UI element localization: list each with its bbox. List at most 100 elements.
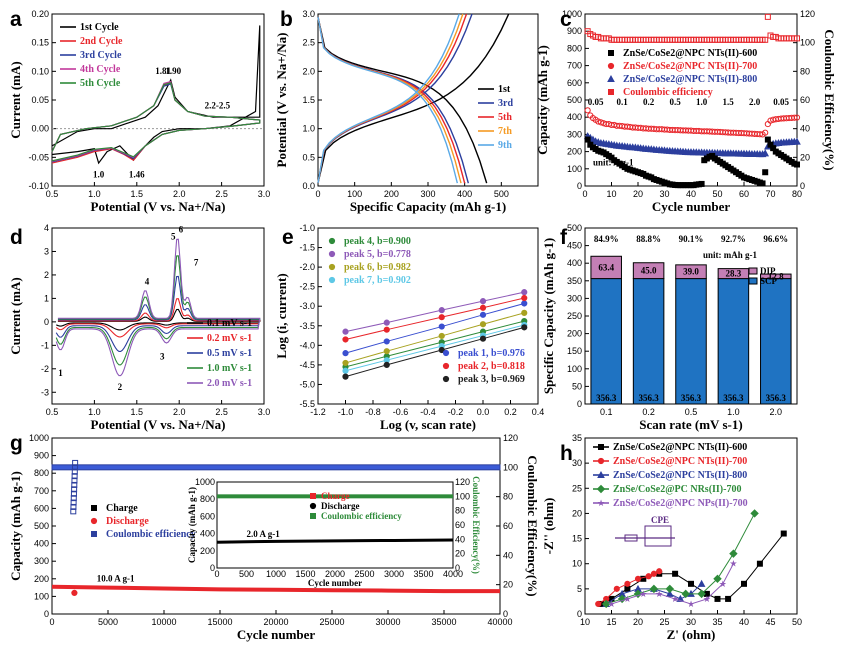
legend-marker: [91, 531, 97, 537]
y-tick-label: 400: [567, 112, 582, 122]
legend-label: 1st Cycle: [80, 22, 119, 33]
x-tick-label: 45: [765, 617, 775, 627]
y-tick-label: 350: [567, 276, 582, 286]
legend-label: SCP: [760, 276, 778, 286]
scp-value: 356.3: [638, 393, 659, 403]
y-tick-label: 300: [34, 556, 49, 566]
bar-scp: [675, 278, 707, 405]
eis-point: [697, 579, 706, 587]
x-axis-label: Cycle number: [652, 199, 731, 214]
inset-x-tick: 500: [239, 569, 254, 579]
x-tick-label: 60: [739, 189, 749, 199]
y-tick-label: 200: [567, 329, 582, 339]
log-point: [383, 338, 390, 345]
charge-curve-9th: [317, 13, 460, 184]
x-tick-label: -0.8: [365, 407, 381, 417]
legend-marker: [597, 470, 605, 478]
inset-legend-label: Charge: [321, 491, 350, 501]
y-axis-label: Current (mA): [8, 61, 23, 138]
eis-point: ★: [655, 589, 663, 599]
capacity-point: [761, 149, 770, 157]
x-tick-label: 0.5: [46, 407, 59, 417]
x-tick-label: 300: [420, 189, 435, 199]
eis-point: ★: [607, 599, 615, 609]
legend-label: peak 5, b=0.778: [344, 249, 411, 260]
x-axis-label: Scan rate (mV s-1): [639, 417, 742, 432]
y-tick-label: 500: [567, 223, 582, 233]
capacity-point: [794, 161, 800, 168]
eis-point: [634, 575, 642, 582]
inset-capacity: [216, 538, 454, 544]
x-tick-label: -0.4: [420, 407, 436, 417]
inset-x-tick: 1000: [266, 569, 286, 579]
peak-number: 7: [194, 258, 199, 268]
x-tick-label: -0.2: [448, 407, 464, 417]
inset-y2-tick: 80: [455, 506, 465, 516]
y-tick-label: -5.0: [299, 379, 315, 389]
ce-scatter: [71, 477, 78, 484]
inset-legend-marker: [310, 513, 316, 519]
legend-swatch-scp: [748, 277, 758, 285]
inset-y-tick: 400: [200, 529, 215, 539]
y-tick-label: 10: [572, 559, 582, 569]
y-tick-label: 600: [567, 78, 582, 88]
y-tick-label: 600: [34, 503, 49, 513]
y-tick-label: 2.0: [302, 66, 315, 76]
ce-scatter: [70, 495, 77, 502]
legend-label: 1.0 mV s-1: [207, 363, 252, 374]
panel-label: b: [280, 8, 293, 31]
x-tick-label: 2.5: [215, 407, 228, 417]
legend-marker: [596, 484, 606, 494]
inset-ce-band: [217, 494, 453, 499]
bar-dip: [590, 255, 622, 280]
rate-label: 1.5: [722, 97, 734, 107]
legend-label: 1st: [498, 84, 511, 95]
y-tick-label: 500: [567, 95, 582, 105]
y2-tick-label: 120: [503, 433, 518, 443]
eis-point: [741, 580, 747, 587]
eis-line: [611, 563, 734, 605]
y2-tick-label: 40: [503, 550, 513, 560]
x-tick-label: 200: [384, 189, 399, 199]
ce-scatter: [71, 481, 78, 488]
legend-label: ZnSe/CoSe2@NPC NTs(II)-800: [613, 470, 747, 481]
eis-point: [681, 589, 690, 599]
y2-tick-label: 60: [503, 521, 513, 531]
x-tick-label: 80: [792, 189, 802, 199]
y-axis-label: Current (mA): [8, 277, 23, 354]
eis-point: ★: [639, 589, 647, 599]
x-tick-label: 0.5: [685, 407, 698, 417]
dip-value: 45.0: [641, 266, 657, 276]
log-point: [521, 300, 528, 307]
legend-label: 7th: [498, 126, 512, 137]
x-tick-label: 0.0: [477, 407, 490, 417]
y2-tick-label: 0: [503, 609, 508, 619]
inset-y-tick: 1000: [195, 477, 215, 487]
y-tick-label: 0.10: [31, 66, 49, 76]
legend-marker: [328, 276, 336, 284]
bar-dip: [760, 273, 792, 280]
eis-point: ★: [729, 559, 737, 569]
legend-label: ZnSe/CoSe2@NPC NTs(II)-700: [623, 61, 757, 72]
ce-scatter: [72, 459, 79, 466]
inset-x-tick: 1500: [295, 569, 315, 579]
y-tick-label: 5: [577, 584, 582, 594]
y-tick-label: -1.5: [299, 243, 315, 253]
peak-number: 4: [145, 276, 150, 286]
y-tick-label: 0.0: [302, 181, 315, 191]
inset-x-tick: 2000: [325, 569, 345, 579]
inset-y-tick: 200: [200, 546, 215, 556]
rate-label: 0.5: [669, 97, 681, 107]
panel-label: c: [560, 8, 572, 31]
eis-point: [780, 530, 787, 537]
log-point: [342, 367, 349, 374]
fit-line: [345, 297, 525, 340]
log-point: [342, 336, 349, 343]
x-tick-label: 25: [659, 617, 669, 627]
x-axis-label: Cycle number: [237, 627, 316, 642]
y-tick-label: 700: [34, 486, 49, 496]
eis-point: ★: [623, 594, 631, 604]
x-tick-label: 20000: [263, 617, 288, 627]
y-tick-label: 900: [567, 26, 582, 36]
capacity-point: [595, 118, 602, 125]
